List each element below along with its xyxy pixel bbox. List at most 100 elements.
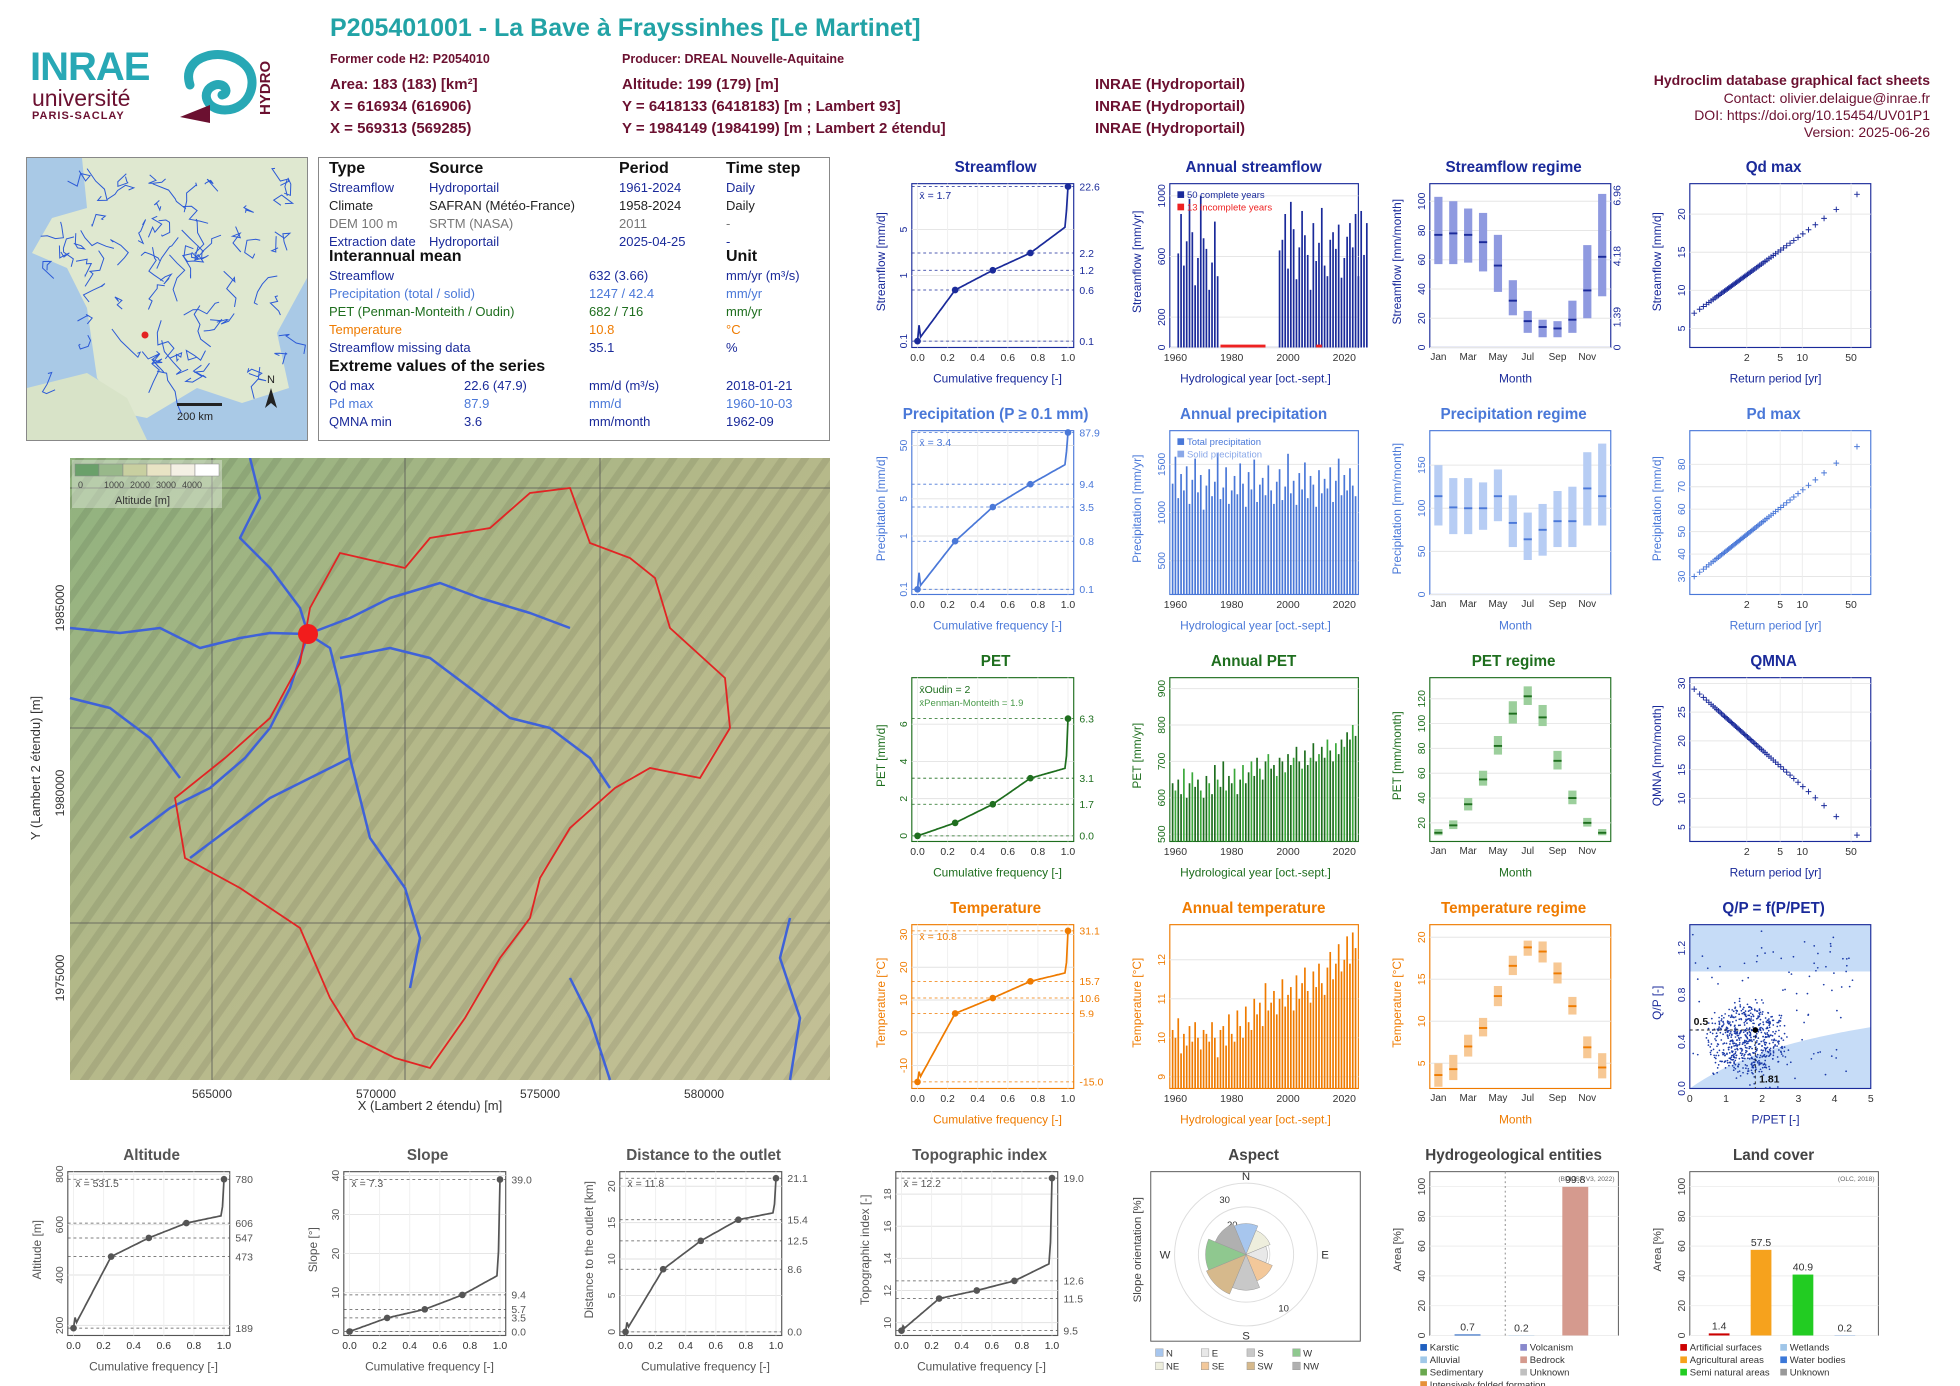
ring-label: 30 xyxy=(1219,1195,1230,1206)
ext-label: Qd max xyxy=(329,378,375,393)
data-point xyxy=(1755,1035,1758,1038)
data-point xyxy=(1767,1021,1770,1024)
quantile-point xyxy=(70,1324,77,1332)
y-axis-label: Altitude [m] xyxy=(30,1220,44,1279)
bar xyxy=(1225,467,1227,595)
col-type: Type xyxy=(329,160,366,177)
x-tick-label: 2 xyxy=(1744,847,1750,858)
quantile-point xyxy=(346,1328,353,1335)
data-point xyxy=(1833,972,1835,974)
x-tick-label: 0.2 xyxy=(96,1341,111,1352)
chart-temp: -10 0 10 20 30 0.0 0.2 0.4 0.6 0.8 1.0 31.1 15.7 10.6… xyxy=(874,900,1103,1126)
right-value-label: 87.9 xyxy=(1079,428,1100,439)
map-xtick: 575000 xyxy=(520,1087,560,1101)
data-point xyxy=(1787,1049,1790,1051)
legend-label: E xyxy=(1212,1348,1218,1359)
right-tick-label: 1.39 xyxy=(1612,307,1623,328)
bar xyxy=(1335,743,1337,842)
data-point xyxy=(1764,1064,1767,1066)
data-point xyxy=(1772,1050,1775,1052)
quantile-point xyxy=(1064,183,1072,190)
data-point xyxy=(1748,1006,1750,1008)
data-point xyxy=(1765,1041,1768,1044)
right-value-label: 5.9 xyxy=(1079,1009,1094,1020)
legend-swatch xyxy=(1177,191,1185,198)
quantile-point xyxy=(973,1287,981,1294)
minimap-river xyxy=(181,229,207,261)
data-point xyxy=(1730,1046,1733,1049)
right-value-label: 22.6 xyxy=(1079,182,1100,193)
data-point xyxy=(1728,1057,1731,1060)
bar xyxy=(1199,1049,1202,1089)
chart-title: Annual precipitation xyxy=(1180,406,1327,423)
chart-title: Streamflow regime xyxy=(1446,159,1582,176)
bar xyxy=(1177,498,1180,595)
data-point xyxy=(1756,1061,1759,1063)
info-source: SAFRAN (Météo-France) xyxy=(429,198,575,213)
bar xyxy=(1343,257,1346,348)
data-point xyxy=(1772,1039,1775,1041)
bar xyxy=(1292,1010,1295,1089)
ext-date: 1962-09 xyxy=(726,414,774,429)
y-axis-label: Precipitation [mm/d] xyxy=(874,456,888,561)
bar xyxy=(1273,990,1275,1089)
x-tick-label: 1.0 xyxy=(1061,1094,1076,1105)
month-label: Sep xyxy=(1549,352,1567,363)
altitude: Altitude: 199 (179) [m] xyxy=(622,76,779,93)
minimap-river xyxy=(230,226,242,253)
data-point xyxy=(1770,1015,1772,1018)
legend-swatch xyxy=(1246,1348,1255,1357)
bar xyxy=(1295,279,1298,348)
y-tick-label: 20 xyxy=(1417,312,1428,324)
chart-regime_t: 5 10 15 20 Jan Mar May Jul Sep Nov Temperature reg… xyxy=(1390,900,1612,1127)
data-point xyxy=(1851,979,1854,982)
data-point xyxy=(1736,1009,1738,1012)
minimap-river xyxy=(80,230,115,249)
data-point xyxy=(1762,1063,1765,1066)
bar xyxy=(1188,783,1191,842)
bar xyxy=(1351,247,1354,348)
data-point xyxy=(1746,1031,1749,1034)
data-point xyxy=(1748,1028,1751,1030)
data-point xyxy=(1805,226,1812,233)
data-point xyxy=(1707,1022,1710,1024)
chart-title: Topographic index xyxy=(912,1147,1048,1164)
y-tick-label: 800 xyxy=(55,1165,66,1183)
y-tick-label: 0 xyxy=(1417,1332,1428,1338)
y-tick-label: 9 xyxy=(1157,1074,1168,1080)
x-tick-label: 0.4 xyxy=(126,1341,141,1352)
right-value-label: 6.3 xyxy=(1079,714,1094,725)
bar xyxy=(1259,768,1261,842)
bar xyxy=(1264,495,1267,595)
data-point xyxy=(1731,1039,1734,1042)
month-label: Jul xyxy=(1521,599,1534,610)
data-point xyxy=(1799,783,1806,790)
data-point xyxy=(1717,1063,1720,1066)
data-point xyxy=(1736,1032,1738,1035)
bar xyxy=(1284,486,1287,595)
minimap-river xyxy=(201,234,222,261)
legend-swatch xyxy=(1420,1356,1427,1364)
data-point xyxy=(1733,1030,1736,1033)
y-tick-label: 0 xyxy=(331,1328,342,1334)
data-point xyxy=(1734,1044,1737,1047)
data-point xyxy=(1749,1054,1752,1056)
y-tick-label: 0 xyxy=(1417,344,1428,350)
chart-pet: 0 2 4 6 0.0 0.2 0.4 0.6 0.8 1.0 6.3 3.1 1.7 0.0 x̄Oudi… xyxy=(874,653,1094,879)
box xyxy=(1598,193,1607,297)
data-point xyxy=(1815,969,1817,972)
bar xyxy=(1267,754,1270,842)
map-ytick: 1985000 xyxy=(53,584,67,631)
data-point xyxy=(1780,957,1783,960)
missing-years-bar xyxy=(1220,344,1266,348)
col-period: Period xyxy=(619,160,669,177)
data-point xyxy=(1854,832,1860,839)
bar xyxy=(1199,474,1202,595)
x-tick-label: 0.4 xyxy=(402,1341,417,1352)
data-point xyxy=(1749,1012,1752,1015)
data-point xyxy=(1748,1052,1751,1055)
data-point xyxy=(1752,1061,1755,1064)
quantile-point xyxy=(459,1291,466,1299)
data-point xyxy=(1833,206,1840,213)
